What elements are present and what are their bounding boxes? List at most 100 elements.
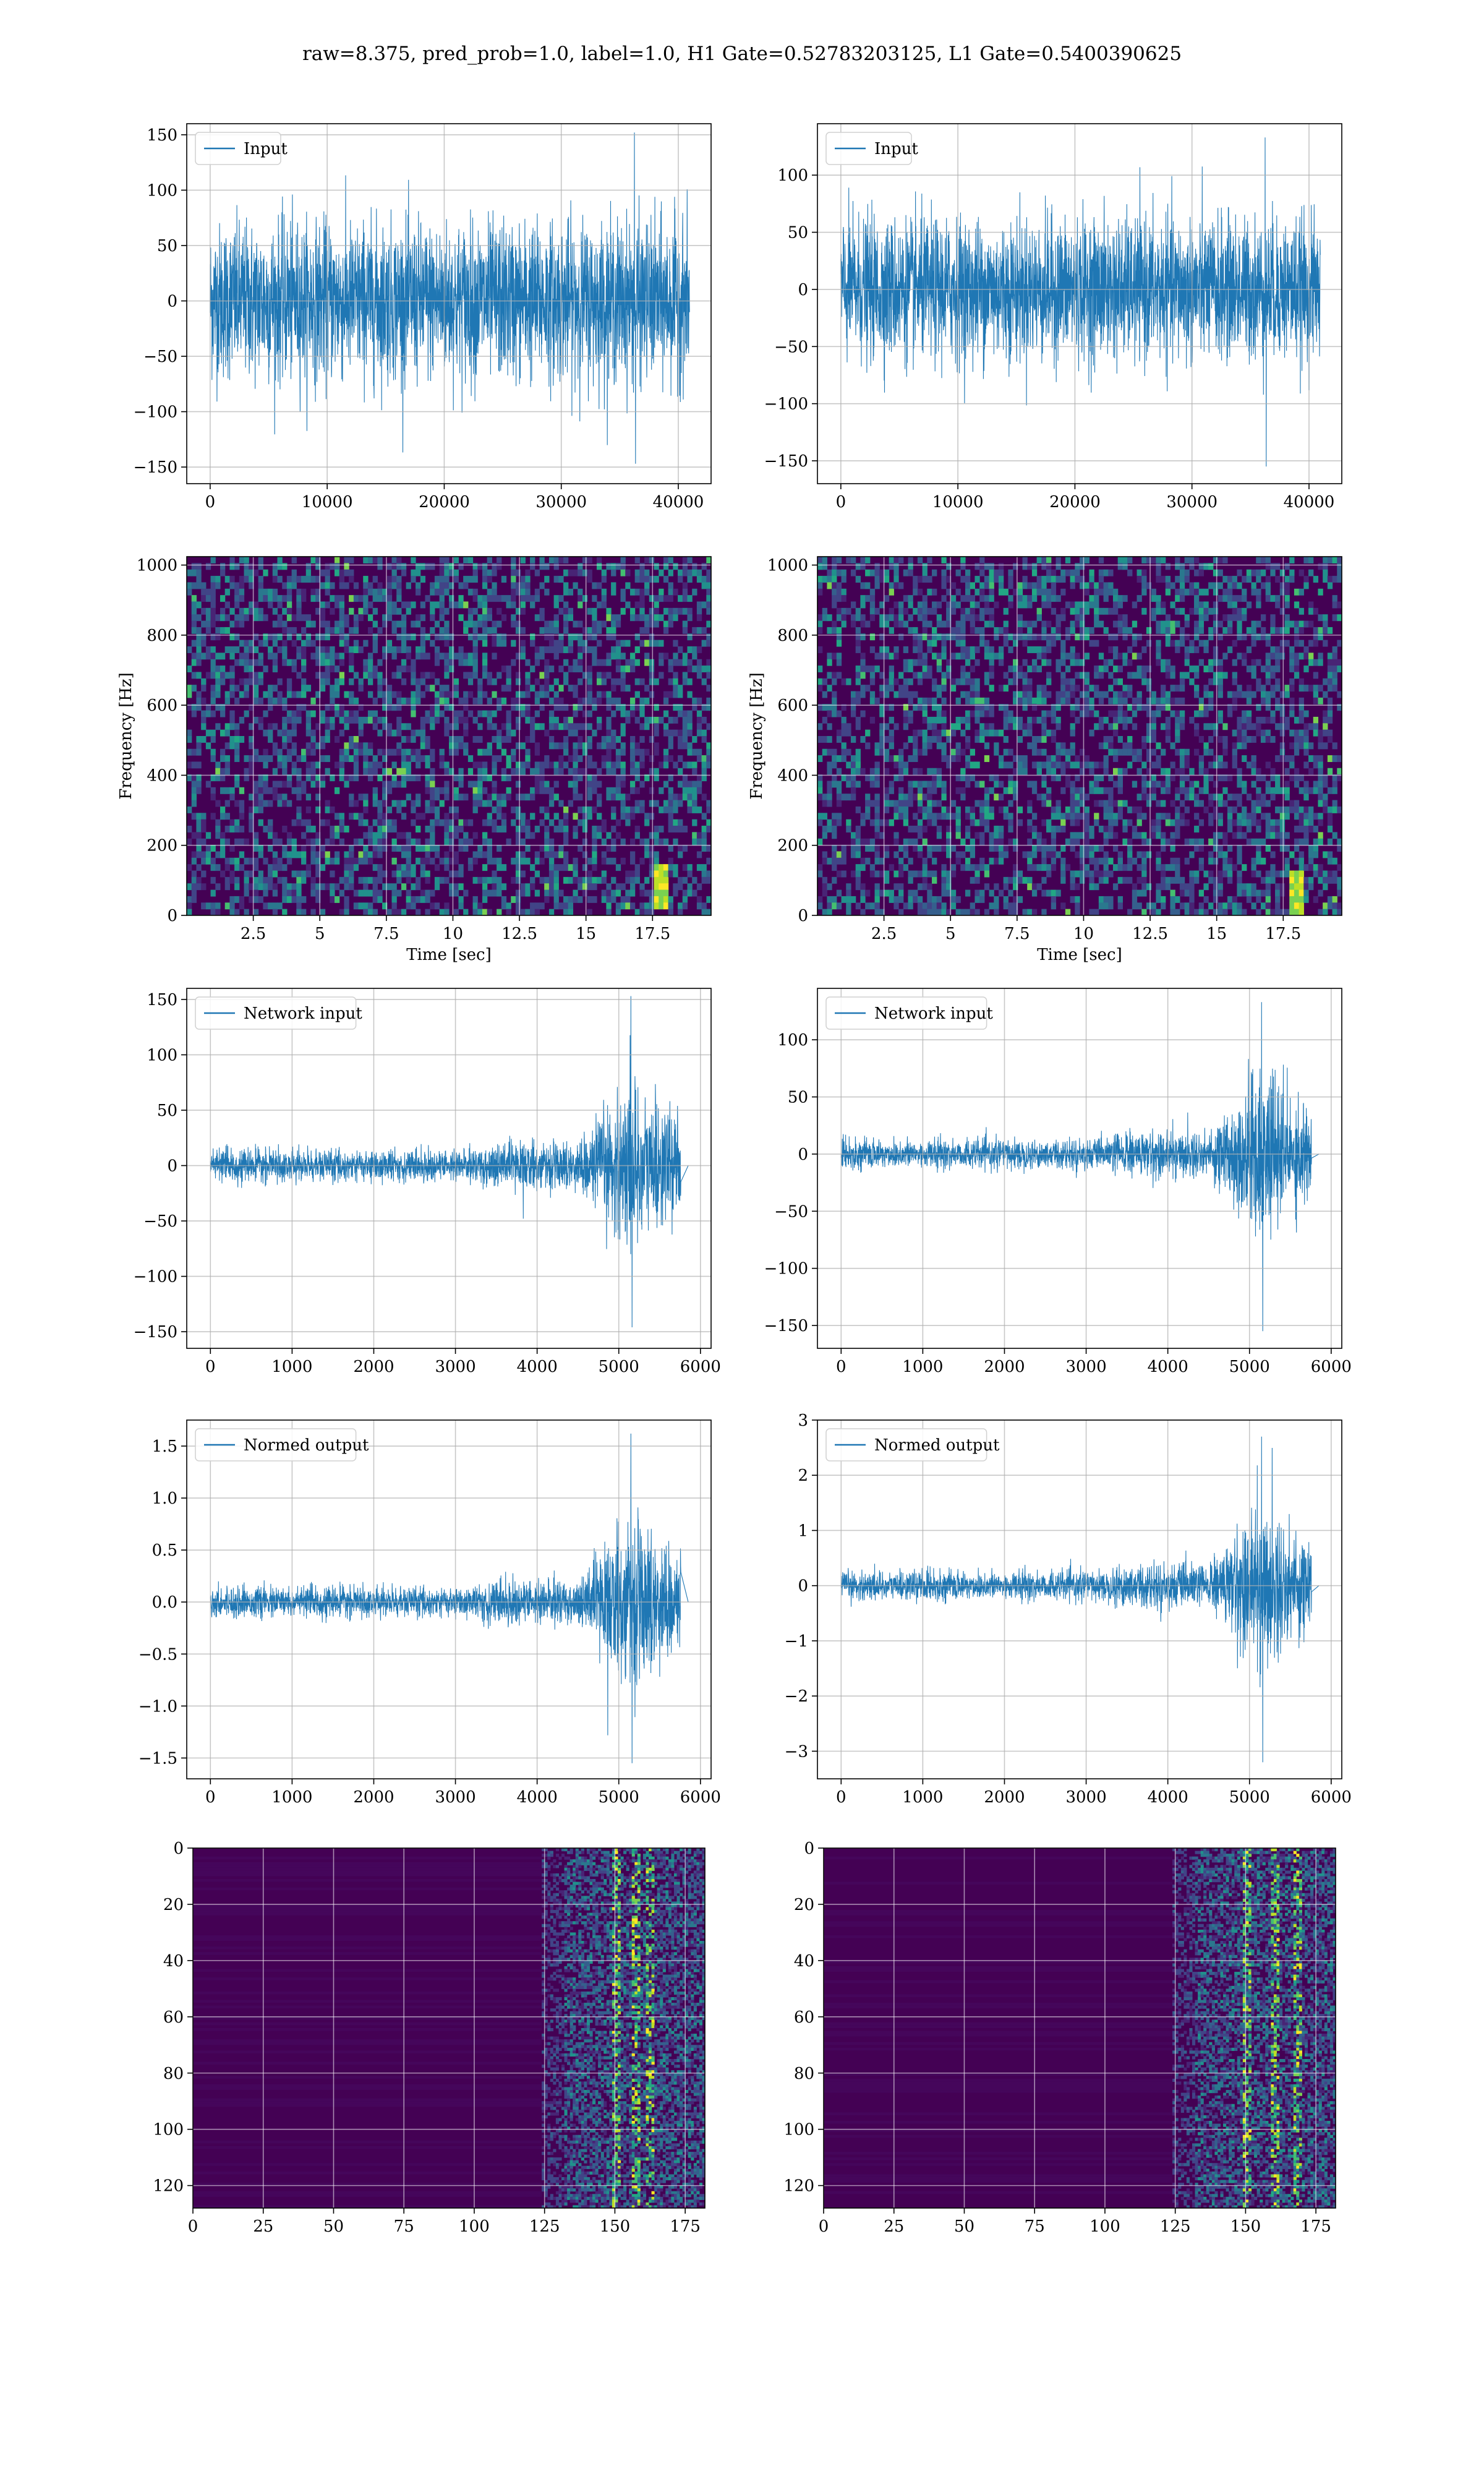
y-tick-label: 1.5 — [152, 1437, 177, 1456]
y-tick-label: −2 — [785, 1687, 808, 1706]
legend-label: Normed output — [874, 1436, 1000, 1455]
x-tick-label: 30000 — [535, 493, 587, 511]
x-tick-label: 50 — [954, 2217, 974, 2236]
y-tick-label: 60 — [794, 2008, 814, 2027]
x-tick-label: 0 — [205, 493, 216, 511]
y-tick-label: −50 — [143, 348, 177, 366]
y-tick-label: −150 — [764, 452, 808, 471]
x-tick-label: 75 — [394, 2217, 414, 2236]
y-tick-label: 20 — [163, 1896, 184, 1914]
x-tick-label: 0 — [205, 1358, 216, 1376]
x-tick-label: 2000 — [984, 1788, 1025, 1807]
y-tick-label: −50 — [774, 1202, 808, 1221]
x-tick-label: 12.5 — [501, 925, 537, 943]
y-tick-label: −1.0 — [139, 1697, 177, 1716]
chart-panel-l1-network-input: 0 1000 2000 3000 4000 5000 6000 −150 −100 −50 0 50 1… — [764, 988, 1352, 1376]
grid — [817, 557, 1342, 916]
x-axis-label: Time [sec] — [406, 946, 492, 964]
y-tick-label: 800 — [777, 627, 808, 645]
y-tick-label: 100 — [777, 166, 808, 185]
x-tick-label: 3000 — [435, 1788, 475, 1807]
y-tick-label: 50 — [788, 224, 808, 242]
y-tick-label: 100 — [147, 181, 177, 200]
legend: Normed output — [195, 1428, 369, 1462]
x-tick-label: 17.5 — [634, 925, 670, 943]
x-tick-label: 5000 — [1229, 1358, 1270, 1376]
y-tick-label: 1000 — [137, 557, 177, 575]
y-tick-label: 0 — [167, 907, 177, 925]
y-tick-label: −3 — [785, 1742, 808, 1761]
chart-panel-h1-network-input: 0 1000 2000 3000 4000 5000 6000 −150 −100 −50 0 50 1… — [134, 988, 721, 1376]
y-tick-label: 100 — [783, 2121, 814, 2139]
x-tick-label: 5000 — [599, 1358, 639, 1376]
x-tick-label: 6000 — [680, 1788, 721, 1807]
y-tick-label: 0 — [798, 1577, 808, 1596]
y-tick-label: 0 — [167, 1157, 177, 1176]
plot-area — [840, 137, 1321, 467]
legend: Input — [825, 132, 918, 165]
y-axis-label: Frequency [Hz] — [748, 672, 766, 800]
axes-frame — [186, 988, 712, 1349]
y-tick-label: 0 — [804, 1839, 814, 1858]
chart-panel-l1-spectrogram: 2.5 5 7.5 10 12.5 15 17.5 0 200 400 600 800 1000 Time… — [748, 556, 1342, 964]
x-tick-label: 0 — [819, 2217, 829, 2236]
y-tick-label: 120 — [153, 2177, 184, 2196]
figure-suptitle: raw=8.375, pred_prob=1.0, label=1.0, H1 … — [302, 43, 1182, 65]
x-tick-label: 4000 — [1148, 1788, 1188, 1807]
x-tick-label: 1000 — [902, 1788, 943, 1807]
y-tick-label: −50 — [774, 338, 808, 356]
x-tick-label: 0 — [836, 1358, 846, 1376]
x-tick-label: 20000 — [419, 493, 470, 511]
legend: Input — [195, 132, 288, 165]
x-tick-label: 2.5 — [871, 925, 897, 943]
y-tick-label: 40 — [794, 1952, 814, 1971]
y-tick-label: 0 — [167, 293, 177, 311]
axes-frame — [192, 1847, 706, 2209]
x-tick-label: 4000 — [517, 1788, 558, 1807]
y-tick-label: −50 — [143, 1212, 177, 1231]
axes-frame — [817, 556, 1342, 916]
x-tick-label: 6000 — [1311, 1788, 1352, 1807]
plot-area — [824, 1848, 1336, 2208]
y-tick-label: 800 — [147, 627, 177, 645]
x-tick-label: 40000 — [1284, 493, 1335, 511]
axes-frame — [817, 1419, 1342, 1779]
x-tick-label: 2000 — [353, 1358, 394, 1376]
x-tick-label: 50 — [323, 2217, 344, 2236]
y-tick-label: 2 — [798, 1466, 808, 1485]
x-axis-label: Time [sec] — [1037, 946, 1122, 964]
y-tick-label: 50 — [157, 1102, 177, 1120]
y-tick-label: 120 — [783, 2177, 814, 2196]
y-tick-label: −1.5 — [139, 1749, 177, 1768]
plot-area — [840, 1436, 1320, 1763]
y-tick-label: −150 — [764, 1317, 808, 1335]
y-tick-label: 50 — [788, 1089, 808, 1107]
series-line — [210, 1433, 689, 1763]
y-tick-label: −100 — [764, 395, 808, 414]
x-tick-label: 2.5 — [241, 925, 266, 943]
y-tick-label: −100 — [134, 403, 177, 422]
x-tick-label: 3000 — [1065, 1358, 1106, 1376]
grid — [187, 1420, 711, 1779]
axes-frame — [817, 988, 1342, 1349]
x-tick-label: 2000 — [353, 1788, 394, 1807]
y-tick-label: 600 — [147, 696, 177, 715]
y-tick-label: 3 — [798, 1411, 808, 1430]
x-tick-label: 7.5 — [373, 925, 399, 943]
series-line — [840, 1436, 1320, 1763]
legend: Normed output — [825, 1428, 1000, 1462]
y-tick-label: 150 — [147, 126, 177, 145]
legend-label: Input — [874, 140, 918, 158]
axes-frame — [186, 556, 712, 916]
x-tick-label: 6000 — [1311, 1358, 1352, 1376]
x-tick-label: 0 — [205, 1788, 216, 1807]
x-tick-label: 0 — [188, 2217, 198, 2236]
plot-area — [210, 1433, 689, 1763]
plot-area — [193, 1848, 705, 2208]
axes-frame — [186, 1419, 712, 1779]
grid — [817, 988, 1342, 1348]
grid — [817, 124, 1342, 484]
x-tick-label: 6000 — [680, 1358, 721, 1376]
x-tick-label: 75 — [1025, 2217, 1045, 2236]
plot-area — [187, 557, 711, 915]
